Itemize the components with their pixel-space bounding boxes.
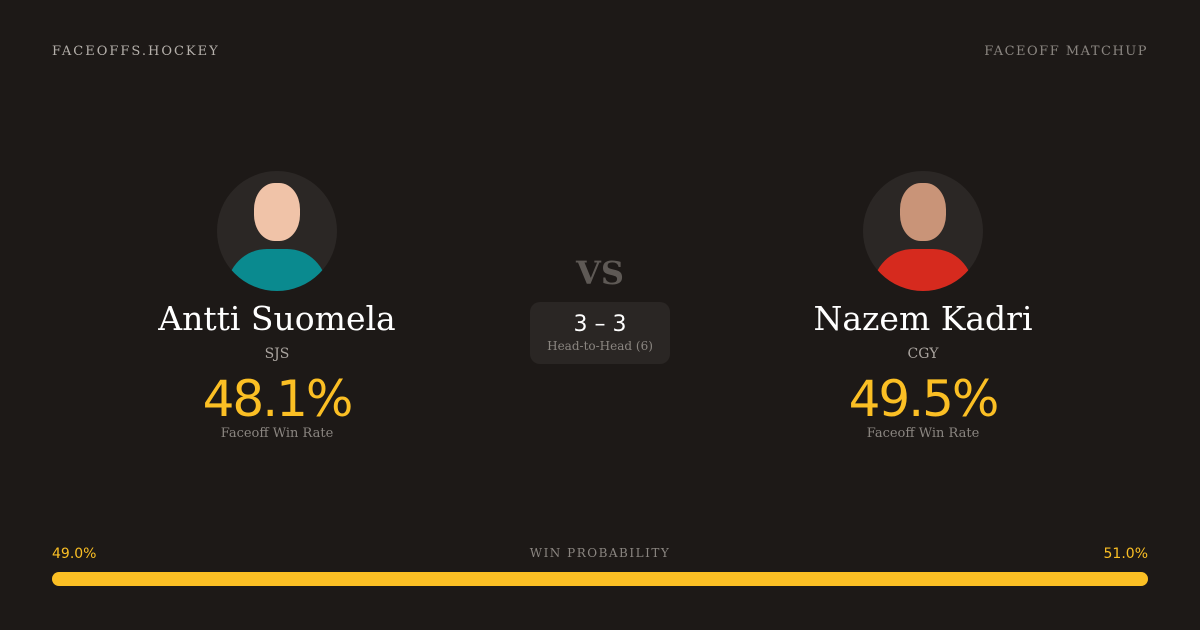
win-probability-left: 49.0% <box>52 546 97 562</box>
win-probability-left-segment <box>52 572 590 586</box>
win-probability-bar <box>52 572 1148 586</box>
player-name: Antti Suomela <box>158 299 396 338</box>
player-card-left: Antti Suomela SJS 48.1% Faceoff Win Rate <box>127 171 427 441</box>
win-probability-title: WIN PROBABILITY <box>529 546 671 560</box>
win-rate-label: Faceoff Win Rate <box>220 426 334 441</box>
win-probability-right-segment <box>589 572 1148 586</box>
jersey <box>227 249 327 291</box>
win-rate-value: 49.5% <box>848 370 1000 428</box>
head-to-head-label: Head-to-Head (6) <box>547 339 653 353</box>
page-label: FACEOFF MATCHUP <box>984 44 1148 59</box>
player-avatar <box>217 171 337 291</box>
win-probability-right: 51.0% <box>1103 546 1148 562</box>
player-card-right: Nazem Kadri CGY 49.5% Faceoff Win Rate <box>773 171 1073 441</box>
head-to-head-box: 3 – 3 Head-to-Head (6) <box>530 302 670 364</box>
win-rate-value: 48.1% <box>202 370 354 428</box>
vs-label: VS <box>576 254 624 292</box>
win-rate-label: Faceoff Win Rate <box>866 426 980 441</box>
brand-logo-text: FACEOFFS.HOCKEY <box>52 44 220 59</box>
player-avatar <box>863 171 983 291</box>
player-name: Nazem Kadri <box>813 299 1033 338</box>
player-team: SJS <box>264 346 290 362</box>
player-team: CGY <box>907 346 939 362</box>
head-to-head-score: 3 – 3 <box>573 312 627 337</box>
jersey <box>873 249 973 291</box>
